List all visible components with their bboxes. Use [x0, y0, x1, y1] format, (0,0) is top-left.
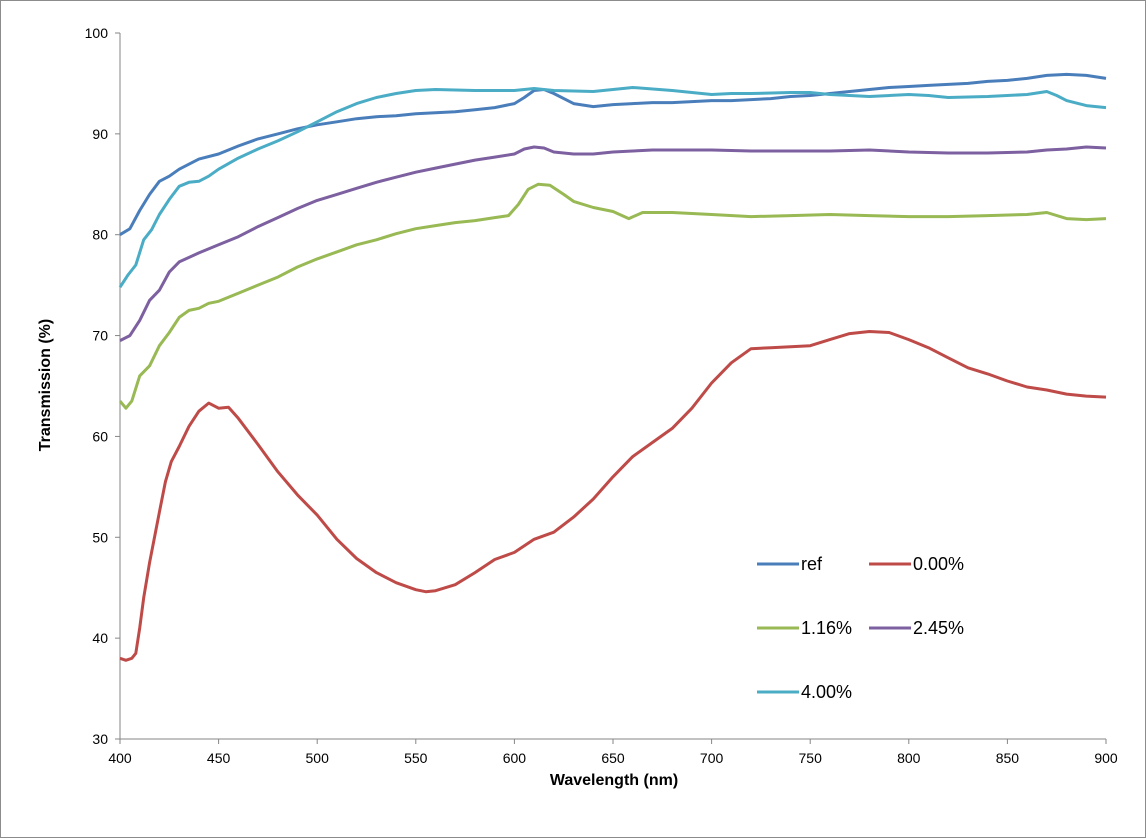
series-line-1-16: [118, 182, 1107, 410]
legend-label-2-45: 2.45%: [913, 618, 964, 638]
x-axis-title: Wavelength (nm): [550, 772, 678, 789]
series-line-ref: [119, 72, 1107, 236]
legend-label-0-00: 0.00%: [913, 554, 964, 574]
y-tick-label: 70: [92, 328, 108, 344]
x-tick-label: 550: [404, 750, 428, 766]
series-layer: [118, 72, 1107, 662]
legend-label-ref: ref: [801, 554, 823, 574]
x-tick-label: 750: [799, 750, 823, 766]
legend: ref 0.00% 1.16% 2.45% 4.00%: [757, 554, 964, 702]
axes: 30 40 50 60 70 80 90 100 400 450 500 550 600 650 700 75…: [85, 25, 1118, 766]
x-tick-label: 700: [700, 750, 724, 766]
x-tick-label: 400: [108, 750, 132, 766]
x-tick-label: 600: [503, 750, 527, 766]
y-tick-label: 50: [92, 529, 108, 545]
y-tick-label: 30: [92, 731, 108, 747]
y-tick-label: 40: [92, 630, 108, 646]
x-tick-label: 800: [897, 750, 921, 766]
series-line-4-00: [118, 86, 1107, 289]
y-tick-label: 80: [92, 227, 108, 243]
series-line-2-45: [119, 145, 1107, 342]
x-tick-label: 900: [1094, 750, 1118, 766]
x-tick-label: 850: [996, 750, 1020, 766]
legend-label-4-00: 4.00%: [801, 682, 852, 702]
y-tick-label: 90: [92, 126, 108, 142]
x-tick-label: 500: [306, 750, 330, 766]
x-tick-label: 450: [207, 750, 231, 766]
x-tick-label: 650: [601, 750, 625, 766]
y-tick-label: 60: [92, 428, 108, 444]
series-line-0-00: [119, 330, 1107, 662]
y-tick-label: 100: [85, 25, 109, 41]
y-axis-title: Transmission (%): [37, 319, 54, 451]
legend-label-1-16: 1.16%: [801, 618, 852, 638]
